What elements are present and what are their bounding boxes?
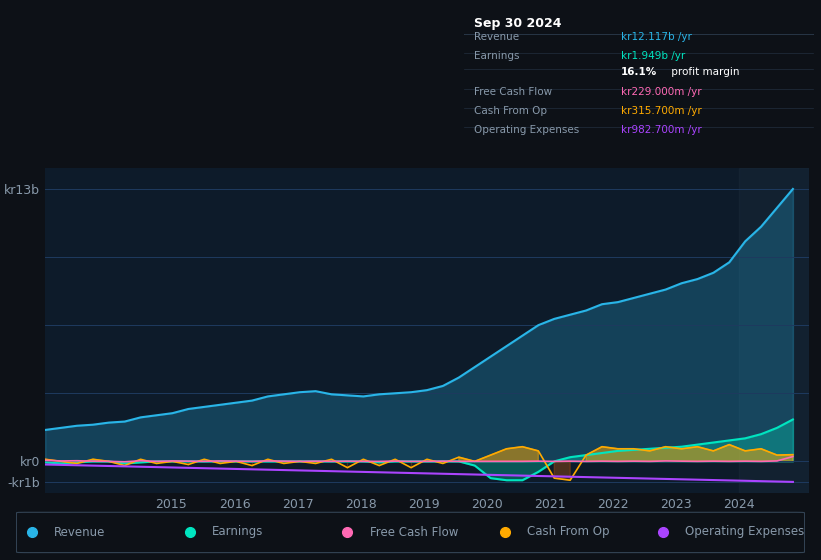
- Text: kr1.949b /yr: kr1.949b /yr: [621, 52, 686, 62]
- Text: kr315.700m /yr: kr315.700m /yr: [621, 106, 702, 116]
- Text: profit margin: profit margin: [668, 67, 740, 77]
- Text: Cash From Op: Cash From Op: [475, 106, 548, 116]
- Text: 16.1%: 16.1%: [621, 67, 657, 77]
- Text: kr12.117b /yr: kr12.117b /yr: [621, 32, 692, 43]
- Text: Cash From Op: Cash From Op: [527, 525, 610, 539]
- Text: Revenue: Revenue: [475, 32, 520, 43]
- Text: Earnings: Earnings: [475, 52, 520, 62]
- Bar: [739, 168, 809, 493]
- Text: Sep 30 2024: Sep 30 2024: [475, 17, 562, 30]
- Text: kr229.000m /yr: kr229.000m /yr: [621, 87, 701, 96]
- Text: Free Cash Flow: Free Cash Flow: [475, 87, 553, 96]
- Text: Operating Expenses: Operating Expenses: [475, 125, 580, 135]
- Text: Free Cash Flow: Free Cash Flow: [369, 525, 458, 539]
- Text: Earnings: Earnings: [212, 525, 264, 539]
- Text: kr982.700m /yr: kr982.700m /yr: [621, 125, 702, 135]
- Text: Operating Expenses: Operating Expenses: [685, 525, 804, 539]
- Text: Revenue: Revenue: [54, 525, 106, 539]
